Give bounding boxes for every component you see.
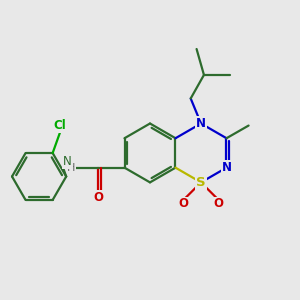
- Text: S: S: [196, 176, 206, 189]
- Text: O: O: [178, 197, 188, 210]
- Text: O: O: [214, 197, 224, 210]
- Text: N: N: [196, 117, 206, 130]
- Text: O: O: [93, 191, 103, 204]
- Text: N: N: [63, 155, 72, 168]
- Text: Cl: Cl: [54, 119, 66, 133]
- Text: N: N: [221, 161, 232, 174]
- Text: H: H: [67, 163, 76, 173]
